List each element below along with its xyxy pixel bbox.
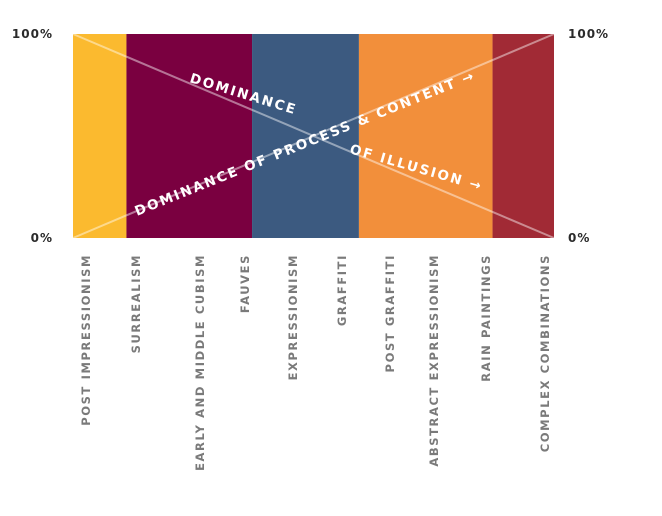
x-tick-label: ABSTRACT EXPRESSIONISM bbox=[427, 254, 441, 467]
x-tick-label: SURREALISM bbox=[129, 254, 143, 353]
x-tick-label: RAIN PAINTINGS bbox=[479, 254, 493, 382]
series-line-0 bbox=[72, 33, 555, 239]
y-tick-right-1: 0% bbox=[568, 231, 590, 245]
y-tick-right-0: 100% bbox=[568, 27, 609, 41]
band-4 bbox=[492, 34, 554, 238]
x-axis-tick-labels: POST IMPRESSIONISM SURREALISM EARLY AND MI… bbox=[79, 254, 552, 471]
x-tick-label: POST IMPRESSIONISM bbox=[79, 254, 93, 426]
y-axis-ticks: 100% 100% 0% 0% bbox=[12, 27, 609, 245]
x-tick-label: EXPRESSIONISM bbox=[286, 254, 300, 380]
x-tick-label: COMPLEX COMBINATIONS bbox=[538, 254, 552, 452]
x-tick-label: EARLY AND MIDDLE CUBISM bbox=[193, 254, 207, 471]
y-tick-left-1: 0% bbox=[31, 231, 53, 245]
x-tick-label: GRAFFITI bbox=[335, 254, 349, 326]
band-1 bbox=[126, 34, 253, 238]
chart-bands bbox=[73, 34, 554, 238]
y-tick-left-0: 100% bbox=[12, 27, 53, 41]
series-line-1 bbox=[72, 33, 555, 239]
band-3 bbox=[358, 34, 493, 238]
x-tick-label: FAUVES bbox=[238, 254, 252, 313]
band-2 bbox=[252, 34, 359, 238]
band-0 bbox=[73, 34, 127, 238]
chart-lines bbox=[72, 33, 555, 239]
x-tick-label: POST GRAFFITI bbox=[383, 254, 397, 372]
